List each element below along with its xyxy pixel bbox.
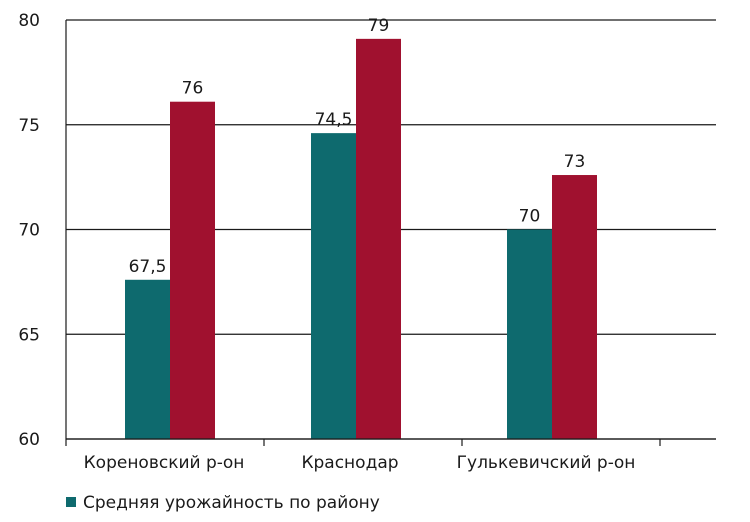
y-tick-label: 70 — [18, 221, 40, 241]
bars — [125, 38, 597, 439]
bar-series2-1 — [356, 38, 401, 439]
axes — [65, 20, 716, 446]
y-tick-labels: 60 65 70 75 80 — [18, 11, 40, 450]
data-label: 70 — [519, 207, 541, 227]
bar-series2-0 — [170, 101, 215, 439]
category-labels: Кореновский р-он Краснодар Гулькевичский р… — [84, 453, 636, 473]
bar-series1-0 — [125, 279, 170, 439]
category-label: Краснодар — [301, 453, 398, 473]
legend-swatch — [66, 497, 76, 507]
legend: Средняя урожайность по району — [66, 493, 380, 513]
bar-series1-1 — [311, 133, 356, 439]
category-label: Гулькевичский р-он — [457, 453, 636, 473]
data-label: 74,5 — [315, 110, 353, 130]
y-tick-label: 75 — [18, 116, 40, 136]
data-label: 73 — [564, 152, 586, 172]
y-tick-label: 60 — [18, 430, 40, 450]
data-label: 67,5 — [129, 257, 167, 277]
bar-series1-2 — [507, 229, 552, 439]
category-label: Кореновский р-он — [84, 453, 245, 473]
bar-series2-2 — [552, 175, 597, 439]
y-tick-label: 80 — [18, 11, 40, 31]
data-label: 79 — [368, 16, 390, 36]
data-label: 76 — [182, 79, 204, 99]
data-labels: 67,5 74,5 70 76 79 73 — [129, 16, 586, 277]
legend-label: Средняя урожайность по району — [83, 493, 380, 513]
y-tick-label: 65 — [18, 325, 40, 345]
